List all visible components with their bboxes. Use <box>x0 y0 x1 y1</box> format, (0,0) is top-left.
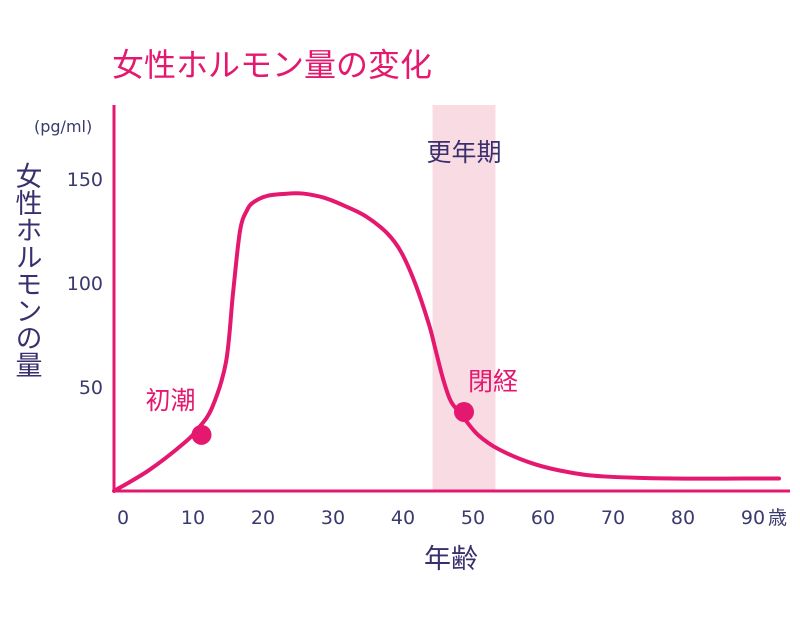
menopause-transition-label: 更年期 <box>426 138 501 167</box>
annotation-label: 初潮 <box>146 386 196 415</box>
x-tick-label: 10 <box>181 507 205 529</box>
x-tick-label: 40 <box>391 507 415 529</box>
chart-title: 女性ホルモン量の変化 <box>112 46 432 84</box>
y-tick-label: 150 <box>67 169 103 191</box>
annotation-marker <box>191 424 212 445</box>
hormone-level-line <box>112 191 781 493</box>
x-tick-label: 20 <box>251 507 275 529</box>
annotation-marker <box>454 401 474 422</box>
y-tick-label: 100 <box>67 273 103 295</box>
x-axis-unit: 歳 <box>768 507 787 529</box>
x-tick-label: 70 <box>601 507 625 529</box>
x-tick-label: 90 <box>741 507 765 529</box>
axes <box>112 105 790 493</box>
x-tick-label: 80 <box>671 507 695 529</box>
x-tick-labels: 0 10 20 30 40 50 60 70 80 90 <box>117 507 765 529</box>
x-tick-label: 30 <box>321 507 345 529</box>
y-axis-unit: (pg/ml) <box>34 117 92 136</box>
x-axis-label: 年齢 <box>424 544 478 575</box>
x-tick-label: 50 <box>461 507 485 529</box>
x-tick-label: 60 <box>531 507 555 529</box>
annotations: 初潮 閉経 <box>146 367 518 445</box>
y-tick-label: 50 <box>79 377 103 399</box>
annotation-label: 閉経 <box>468 367 518 396</box>
x-tick-label: 0 <box>117 507 129 529</box>
y-axis-label: 女性ホルモンの量 <box>11 162 43 378</box>
y-tick-labels: 50 100 150 <box>67 169 103 399</box>
menopause-transition-band <box>432 105 496 491</box>
